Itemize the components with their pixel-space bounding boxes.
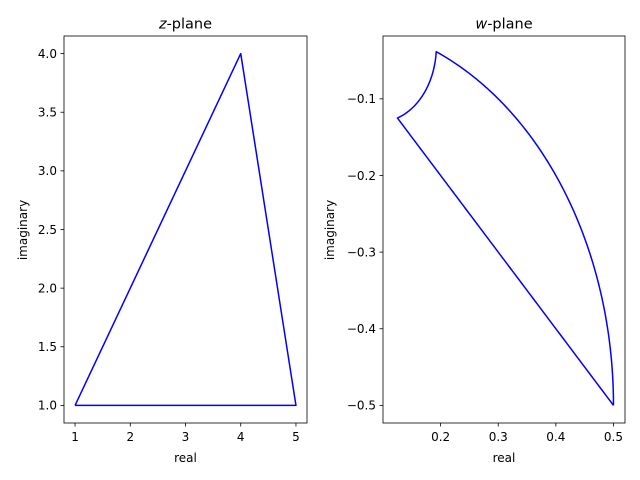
w-plane-ylabel: imaginary	[323, 200, 337, 260]
z-plane-xlabel: real	[174, 451, 197, 465]
z-plane-xtick-label: 2	[126, 430, 134, 444]
w-plane-axes-frame	[382, 35, 626, 424]
z-plane-series-line	[74, 52, 297, 407]
w-plane-xtick-label: 0.3	[489, 430, 508, 444]
z-plane-title: z-plane	[158, 17, 212, 33]
w-plane-xtick-label: 0.4	[546, 430, 565, 444]
w-plane-panel: w-plane real imaginary 0.2 0.3 0.4 0.5 −0.1 −…	[323, 17, 626, 465]
z-plane-ytick-label: 3.0	[38, 164, 57, 178]
w-plane-ytick-label: −0.1	[347, 92, 376, 106]
z-plane-ytick-label: 2.0	[38, 281, 57, 295]
w-plane-xlabel: real	[493, 451, 516, 465]
z-plane-ytick-label: 2.5	[38, 223, 57, 237]
z-plane-ylabel: imaginary	[16, 200, 30, 260]
z-plane-xtick-label: 4	[237, 430, 245, 444]
z-plane-xtick-label: 1	[71, 430, 79, 444]
w-plane-series-line	[396, 50, 615, 406]
w-plane-xtick-label: 0.2	[431, 430, 450, 444]
w-plane-xtick-label: 0.5	[604, 430, 623, 444]
w-plane-ytick-label: −0.2	[347, 169, 376, 183]
z-plane-ytick-label: 3.5	[38, 106, 57, 120]
z-plane-xtick-label: 5	[292, 430, 300, 444]
w-plane-title: w-plane	[475, 17, 532, 33]
z-plane-axes-frame	[63, 35, 308, 424]
w-plane-ytick-label: −0.3	[347, 245, 376, 259]
z-plane-panel: z-plane real imaginary 1 2 3 4 5 1.0 1.5 2.0 2.5…	[16, 17, 308, 465]
w-plane-ytick-label: −0.4	[347, 322, 376, 336]
z-plane-ytick-label: 4.0	[38, 47, 57, 61]
w-plane-ytick-label: −0.5	[347, 399, 376, 413]
z-plane-ytick-label: 1.5	[38, 340, 57, 354]
z-plane-ytick-label: 1.0	[38, 399, 57, 413]
z-plane-xtick-label: 3	[182, 430, 190, 444]
